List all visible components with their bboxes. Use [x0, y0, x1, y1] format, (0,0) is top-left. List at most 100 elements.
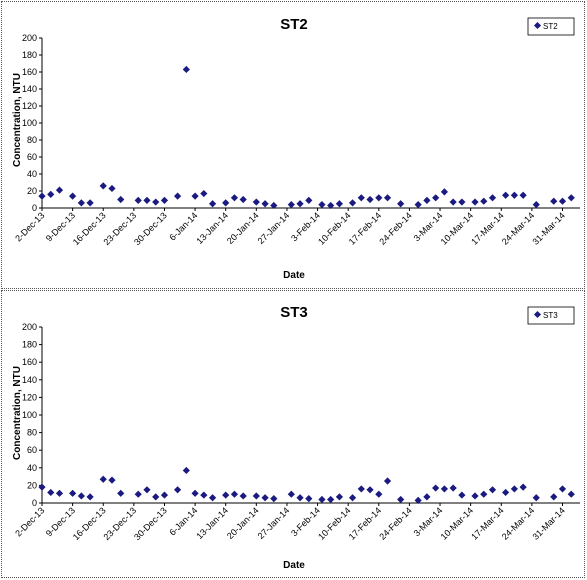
data-point: [519, 191, 527, 199]
data-point: [327, 495, 335, 504]
x-tick-label: 31-Mar-14: [530, 505, 566, 541]
data-point: [397, 495, 405, 504]
x-tick-label: 20-Jan-14: [225, 505, 261, 541]
x-tick-label: 24-Feb-14: [377, 210, 413, 246]
chart-title: ST3: [280, 304, 308, 321]
data-point: [480, 197, 488, 205]
data-point: [117, 195, 125, 204]
legend: ST3: [527, 306, 575, 325]
data-point: [69, 489, 77, 497]
data-point: [47, 190, 55, 198]
data-point: [558, 197, 567, 205]
data-point: [305, 196, 313, 204]
data-point: [160, 491, 169, 499]
legend-marker: [533, 21, 542, 30]
data-point: [532, 494, 540, 502]
data-point: [502, 191, 510, 199]
data-points: [38, 65, 575, 210]
scatter-chart-st2: ST2 Date Concentration, NTU 0 20 40 60 80 100…: [12, 16, 580, 281]
chart-title: ST2: [280, 16, 308, 33]
data-point: [348, 199, 357, 207]
data-point: [55, 489, 64, 497]
y-tick-label: 160: [22, 67, 37, 77]
y-tick-label: 80: [27, 428, 37, 438]
y-tick-label: 120: [22, 101, 37, 111]
data-point: [357, 485, 365, 493]
data-point: [287, 490, 295, 498]
legend-box: [527, 306, 575, 325]
data-point: [200, 189, 208, 198]
x-tick-label: 2-Dec-13: [13, 505, 46, 538]
data-point: [383, 194, 392, 202]
x-tick-label: 13-Jan-14: [194, 505, 230, 541]
data-point: [77, 492, 85, 500]
data-point: [397, 200, 405, 208]
data-point: [567, 490, 575, 498]
data-point: [318, 495, 326, 504]
y-tick-label: 180: [22, 50, 37, 60]
data-point: [55, 186, 64, 194]
data-point: [502, 488, 510, 497]
scatter-chart-st3: ST3 Date Concentration, NTU 0 20 40 60 80 100…: [12, 304, 580, 571]
data-point: [383, 477, 392, 485]
y-tick-label: 200: [22, 33, 37, 43]
x-tick-label: 20-Jan-14: [225, 210, 261, 246]
data-point: [287, 201, 295, 209]
data-point: [440, 188, 449, 196]
x-tick-label: 30-Dec-13: [132, 210, 169, 247]
data-point: [458, 198, 466, 206]
data-point: [252, 198, 260, 206]
y-tick-label: 200: [22, 322, 37, 332]
data-point: [296, 494, 304, 502]
y-tick-label: 120: [22, 392, 37, 402]
data-point: [550, 493, 558, 501]
legend-entry: ST3: [543, 311, 558, 320]
y-tick-label: 0: [32, 203, 37, 213]
data-points: [38, 466, 575, 504]
y-tick-label: 60: [27, 445, 37, 455]
y-tick-label: 60: [27, 152, 37, 162]
chart-panel-st3: ST3 Date Concentration, NTU 0 20 40 60 80 100…: [1, 290, 585, 578]
y-tick-label: 140: [22, 84, 37, 94]
x-tick-label: 30-Dec-13: [132, 505, 169, 542]
data-point: [208, 200, 217, 208]
data-point: [458, 491, 466, 499]
y-tick-label: 20: [27, 186, 37, 196]
data-point: [488, 486, 497, 494]
data-point: [86, 199, 94, 207]
data-point: [423, 493, 431, 501]
x-tick-label: 27-Jan-14: [256, 210, 292, 246]
data-point: [143, 486, 151, 494]
chart-panel-st2: ST2 Date Concentration, NTU 0 20 40 60 80 100…: [1, 1, 585, 289]
axes: [41, 38, 580, 209]
x-axis-ticks: 2-Dec-139-Dec-1316-Dec-1323-Dec-1330-Dec…: [13, 503, 567, 542]
y-tick-label: 100: [22, 118, 37, 128]
data-point: [432, 484, 440, 492]
data-point: [550, 197, 558, 205]
x-axis-label: Date: [283, 560, 305, 571]
data-point: [108, 184, 116, 193]
legend: ST2: [527, 17, 575, 36]
data-point: [510, 485, 518, 493]
data-point: [239, 195, 247, 204]
data-point: [327, 201, 335, 210]
x-tick-label: 31-Mar-14: [530, 210, 566, 246]
data-point: [134, 196, 142, 204]
data-point: [152, 493, 160, 501]
data-point: [449, 484, 457, 492]
data-point: [143, 196, 151, 204]
data-point: [38, 192, 46, 200]
data-point: [305, 495, 313, 503]
data-point: [208, 494, 217, 502]
data-point: [152, 198, 160, 206]
data-point: [348, 494, 357, 502]
data-point: [222, 491, 230, 499]
y-tick-label: 20: [27, 480, 37, 490]
data-point: [432, 194, 440, 202]
data-point: [182, 65, 190, 74]
data-point: [86, 493, 94, 501]
data-point: [108, 476, 116, 484]
data-point: [99, 182, 107, 190]
data-point: [366, 486, 374, 494]
data-point: [200, 491, 208, 499]
